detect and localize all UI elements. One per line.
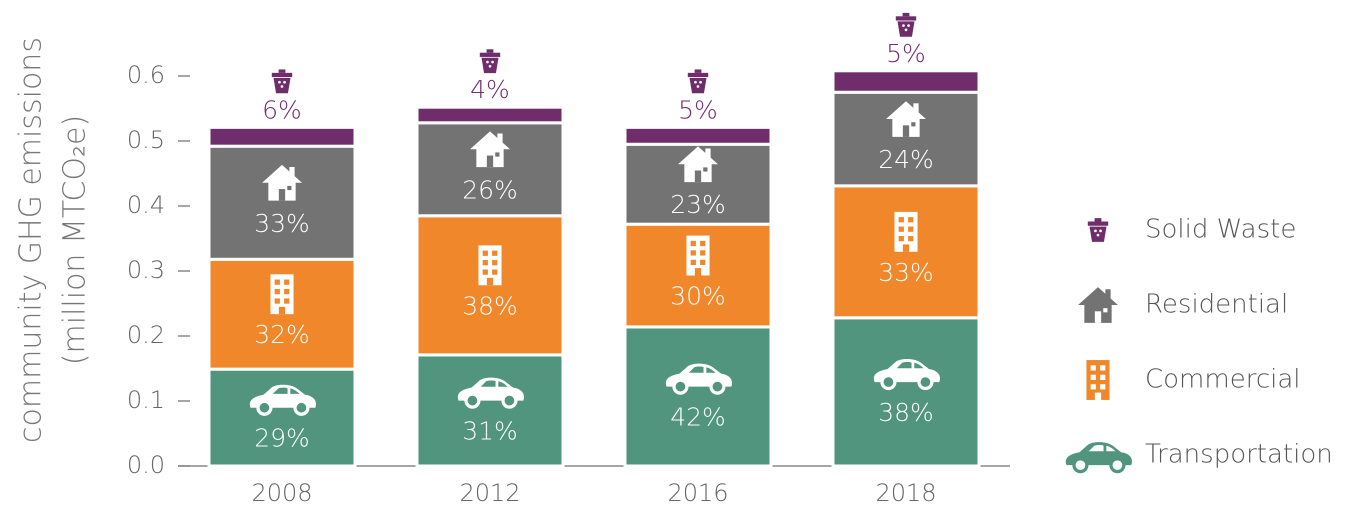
x-tick-label: 2016 — [667, 479, 728, 507]
data-label: 31% — [462, 416, 518, 445]
y-axis-title: (million MTCO₂e) — [58, 115, 93, 365]
bar-segment — [415, 214, 565, 357]
icon — [686, 235, 710, 276]
data-label: 29% — [254, 424, 310, 453]
icon — [1078, 287, 1118, 323]
icon — [270, 274, 294, 315]
bar-segment — [831, 316, 981, 468]
icon — [1087, 218, 1109, 242]
data-label: 6% — [262, 95, 302, 124]
legend-label: Residential — [1145, 290, 1288, 320]
legend-label: Transportation — [1145, 440, 1333, 470]
legend-label: Commercial — [1145, 365, 1301, 395]
icon — [895, 12, 917, 37]
data-label: 5% — [886, 39, 926, 68]
data-label: 33% — [878, 258, 934, 287]
bar-segment — [207, 144, 357, 261]
data-label: 33% — [254, 209, 310, 238]
y-tick-label: 0.4 — [127, 191, 165, 219]
data-label: 26% — [462, 175, 518, 204]
data-label: 5% — [678, 95, 718, 124]
bar-segment — [623, 325, 773, 468]
x-tick-label: 2012 — [459, 479, 520, 507]
data-label: 38% — [462, 291, 518, 320]
y-tick-label: 0.2 — [127, 321, 165, 349]
x-tick-label: 2018 — [875, 479, 936, 507]
data-label: 4% — [470, 75, 510, 104]
y-tick-label: 0.6 — [127, 61, 165, 89]
data-label: 38% — [878, 398, 934, 427]
icon — [1064, 440, 1134, 474]
y-tick-label: 0.3 — [127, 256, 165, 284]
data-label: 23% — [670, 190, 726, 219]
bar-segment — [415, 353, 565, 468]
x-tick-label: 2008 — [251, 479, 312, 507]
icon — [894, 211, 918, 252]
icon — [478, 245, 502, 286]
y-tick-label: 0.0 — [127, 451, 165, 479]
bar-segment — [415, 105, 565, 125]
data-label: 24% — [878, 145, 934, 174]
icon — [687, 69, 709, 94]
bar-segment — [831, 184, 981, 320]
bar-segment — [623, 125, 773, 146]
data-label: 32% — [254, 320, 310, 349]
icon — [1086, 360, 1110, 400]
y-axis-title: community GHG emissions — [14, 37, 49, 443]
bar-segment — [831, 69, 981, 94]
legend-label: Solid Waste — [1145, 215, 1296, 245]
icon — [271, 69, 293, 94]
bar-segment — [207, 125, 357, 148]
y-tick-label: 0.1 — [127, 386, 165, 414]
icon — [479, 49, 501, 74]
data-label: 42% — [670, 402, 726, 431]
data-label: 30% — [670, 282, 726, 311]
y-tick-label: 0.5 — [127, 126, 165, 154]
